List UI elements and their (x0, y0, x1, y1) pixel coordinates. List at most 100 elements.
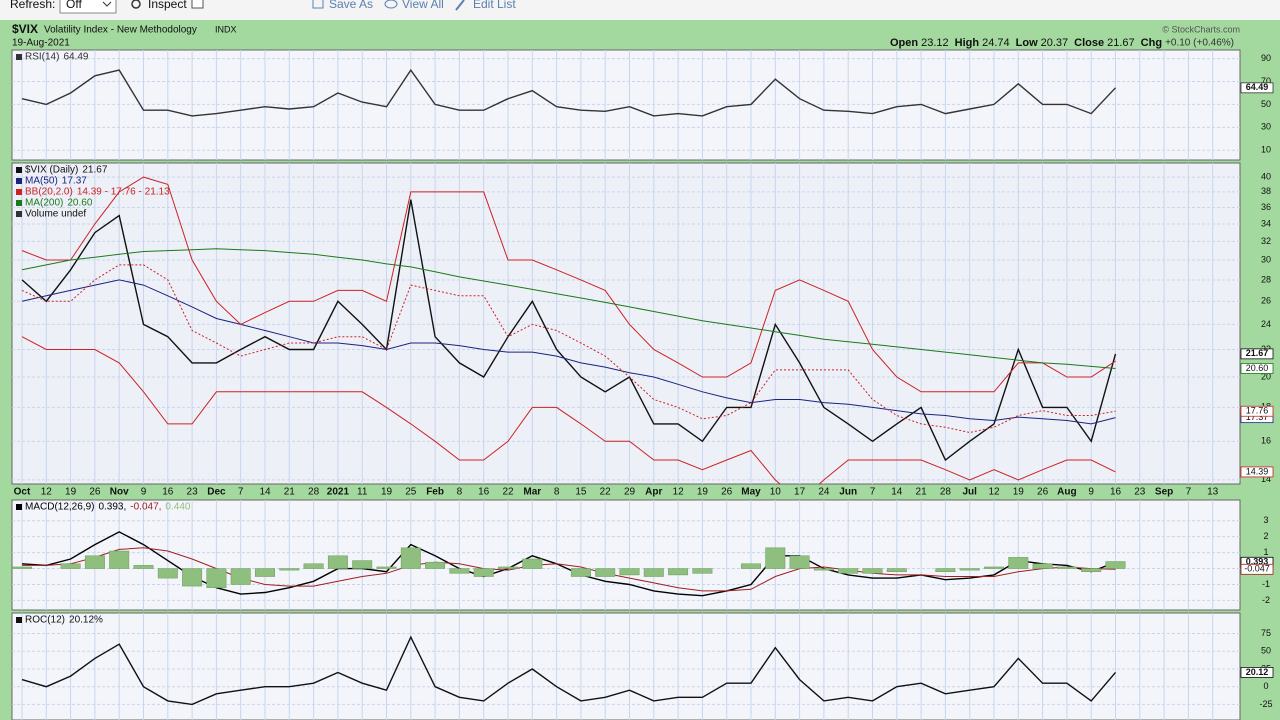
histogram-bar (230, 568, 251, 585)
y-tick-label: 20 (1261, 371, 1271, 381)
legend-swatch (16, 189, 22, 195)
x-tick-label: 28 (308, 487, 320, 498)
value-tag-box (1240, 405, 1274, 417)
y-tick-label: 3 (1263, 515, 1268, 525)
x-tick-label: May (741, 487, 761, 498)
x-tick-label: 19 (65, 487, 77, 498)
y-tick-label: 30 (1261, 122, 1271, 132)
x-tick-label: 14 (259, 487, 271, 498)
x-tick-label: 16 (478, 487, 490, 498)
histogram-bar (570, 568, 591, 577)
save-as-link[interactable]: Save As (329, 0, 373, 11)
x-tick-label: 28 (940, 487, 952, 498)
histogram-bar (425, 561, 446, 569)
histogram-bar (400, 547, 421, 569)
view-all-link[interactable]: View All (402, 0, 444, 11)
histogram-bar (643, 568, 664, 577)
value-tag: 0.393 (1246, 557, 1269, 567)
x-tick-label: 23 (1134, 487, 1146, 498)
x-tick-label: Apr (645, 487, 662, 498)
histogram-bar (595, 568, 616, 577)
series-line (21, 531, 1116, 597)
y-tick-label: 34 (1261, 218, 1271, 228)
quote-value: +0.10 (+0.46%) (1165, 38, 1234, 49)
x-tick-label: 9 (141, 487, 147, 498)
x-tick-label: 12 (41, 487, 53, 498)
quote-label: Close (1074, 37, 1104, 49)
legend-value: 17.37 (62, 176, 87, 187)
x-tick-label: Aug (1057, 487, 1076, 498)
panel-background (11, 162, 1241, 485)
x-tick-label: 25 (405, 487, 417, 498)
x-tick-label: 13 (1207, 487, 1219, 498)
x-tick-label: Dec (207, 487, 226, 498)
y-tick-label: 32 (1261, 236, 1271, 246)
edit-list-link[interactable]: Edit List (473, 0, 516, 11)
legend-swatch (16, 178, 22, 184)
quote-value: 23.12 (921, 37, 949, 49)
legend-label: BB(20,2.0) (25, 187, 73, 198)
histogram-bar (473, 568, 494, 577)
x-tick-label: 24 (818, 487, 830, 498)
value-tag-box (1240, 363, 1274, 374)
histogram-bar (619, 568, 640, 576)
histogram-bar (157, 568, 178, 579)
y-tick-label: 70 (1261, 76, 1271, 86)
inspect-label[interactable]: Inspect (148, 0, 187, 11)
value-tag: -0.047 (1244, 564, 1270, 574)
symbol-name: Volatility Index - New Methodology (44, 25, 197, 36)
series-line (22, 547, 1116, 592)
legend-swatch (16, 617, 22, 623)
x-tick-label: Oct (14, 487, 31, 498)
value-tag: 20.12 (1246, 667, 1269, 677)
histogram-bar (279, 568, 300, 571)
x-tick-label: 9 (1088, 487, 1094, 498)
y-tick-label: 50 (1261, 99, 1271, 109)
histogram-bar (935, 568, 956, 572)
legend-swatch (16, 211, 22, 217)
series-line (21, 336, 1116, 484)
value-tag: 64.49 (1246, 82, 1269, 92)
search-icon (131, 0, 141, 9)
refresh-value[interactable]: Off (66, 0, 82, 11)
x-tick-label: 19 (381, 487, 393, 498)
x-tick-label: 12 (988, 487, 1000, 498)
y-tick-label: 0 (1263, 681, 1268, 691)
series-line (21, 68, 1117, 117)
legend-label: MA(200) (25, 198, 63, 209)
y-tick-label: 24 (1261, 319, 1271, 329)
histogram-bar (692, 568, 713, 574)
x-tick-label: 26 (1037, 487, 1049, 498)
histogram-bar (60, 563, 81, 569)
histogram-bar (133, 565, 154, 569)
histogram-bar (84, 555, 105, 569)
x-tick-label: Mar (523, 487, 541, 498)
edit-icon (455, 0, 465, 11)
panel-background (11, 499, 1241, 611)
inspect-checkbox[interactable] (191, 0, 204, 9)
x-tick-label: 7 (870, 487, 876, 498)
legend-label: MACD(12,26,9) (25, 502, 94, 513)
panel-plot (12, 163, 1240, 484)
y-tick-label: 28 (1261, 274, 1271, 284)
histogram-bar (109, 550, 130, 569)
y-tick-label: 2 (1263, 531, 1268, 541)
y-tick-label: 75 (1261, 628, 1271, 638)
y-tick-label: 14 (1261, 474, 1271, 484)
value-tag: 17.37 (1246, 412, 1269, 422)
copyright: © StockCharts.com (1162, 24, 1240, 34)
value-tag: 20.60 (1246, 363, 1269, 373)
quote-date: 19-Aug-2021 (12, 38, 70, 49)
refresh-label: Refresh: (10, 0, 55, 11)
x-tick-label: 10 (770, 487, 782, 498)
x-tick-label: 26 (721, 487, 733, 498)
series-line (21, 199, 1117, 462)
y-tick-label: -2 (1262, 595, 1270, 605)
legend-swatch (16, 54, 22, 60)
legend-value: 64.49 (63, 52, 88, 63)
x-tick-label: 12 (673, 487, 685, 498)
legend-value: 0.440 (165, 502, 190, 513)
value-tag: 17.76 (1246, 406, 1269, 416)
refresh-select[interactable] (59, 0, 117, 14)
x-tick-label: Feb (426, 487, 444, 498)
